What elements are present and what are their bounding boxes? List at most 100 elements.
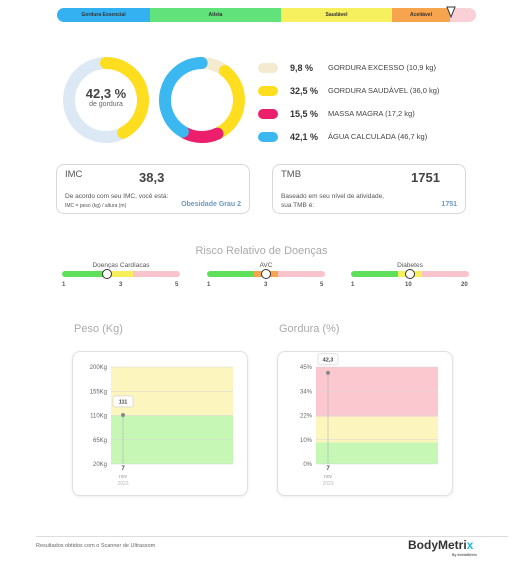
- x-tick-year: 2023: [322, 481, 333, 487]
- legend-swatch: [258, 108, 278, 119]
- imc-result: Obesidade Grau 2: [181, 201, 241, 208]
- legend-item: 32,5 % GORDURA SAUDÁVEL (36,0 kg): [258, 79, 488, 102]
- risk-tick-mid: 3: [119, 282, 123, 288]
- imc-formula: IMC = peso (kg) / altura (m): [65, 203, 127, 209]
- tmb-result: 1751: [441, 201, 457, 208]
- risk-name: Diabetes: [397, 262, 423, 269]
- risk-tick-min: 1: [207, 282, 211, 288]
- x-tick-month: nov: [324, 474, 333, 480]
- class-aceitavel: Aceitável: [392, 8, 450, 22]
- footer-divider: [36, 536, 508, 537]
- imc-description: De acordo com seu IMC, você está:: [65, 193, 169, 200]
- legend-item: 42,1 % ÁGUA CALCULADA (46,7 kg): [258, 125, 488, 148]
- imc-card: IMC 38,3 De acordo com seu IMC, você est…: [56, 164, 250, 214]
- risk-diabetes: Diabetes 1 10 20: [351, 262, 469, 292]
- legend-label: ÁGUA CALCULADA (46,7 kg): [328, 132, 428, 141]
- y-tick-label: 20Kg: [93, 462, 107, 468]
- tmb-card: TMB 1751 Baseado em seu nível de ativida…: [272, 164, 466, 214]
- y-tick-label: 110Kg: [90, 414, 107, 420]
- logo-x: x: [466, 538, 474, 552]
- y-tick-label: 10%: [300, 438, 313, 444]
- risk-tick-min: 1: [351, 282, 355, 288]
- fat-chart: 45% 34% 22% 10% 0% 42,3 7 nov 2023: [277, 351, 453, 496]
- x-tick-day: 7: [121, 465, 125, 472]
- legend-label: MASSA MAGRA (17,2 kg): [328, 109, 415, 118]
- point-label: 111: [119, 399, 128, 405]
- x-tick-month: nov: [119, 474, 128, 480]
- body-fat-label: 42,3 % de gordura: [62, 86, 150, 108]
- risk-name: AVC: [259, 262, 273, 269]
- legend-pct: 42,1 %: [290, 131, 319, 142]
- weight-chart: 200Kg 155Kg 110Kg 65Kg 20Kg 111 7 nov 2023: [72, 351, 248, 496]
- data-point: [326, 370, 330, 375]
- legend-swatch: [258, 131, 278, 142]
- footer-text: Resultados obtidos com o Scanner de Ultr…: [36, 543, 156, 549]
- tmb-description-2: sua TMB é:: [281, 202, 315, 209]
- bodymetrix-logo: BodyMetrix: [408, 538, 473, 552]
- y-tick-label: 45%: [300, 365, 313, 371]
- body-fat-value: 42,3 %: [85, 86, 127, 101]
- legend-label: GORDURA SAUDÁVEL (36,0 kg): [328, 86, 440, 95]
- logo-subtitle: By IntelaMetrix: [452, 553, 477, 557]
- legend-swatch: [258, 62, 278, 73]
- donut-slice: [178, 126, 224, 143]
- y-tick-label: 200Kg: [90, 365, 107, 371]
- risk-section-title: Risco Relativo de Doenças: [195, 245, 328, 257]
- legend-swatch: [258, 85, 278, 96]
- fat-chart-title: Gordura (%): [279, 323, 340, 335]
- chart-zone: [316, 416, 438, 443]
- y-tick-label: 65Kg: [93, 438, 107, 444]
- point-label-box: [317, 353, 339, 366]
- legend-item: 9,8 % GORDURA EXCESSO (10,9 kg): [258, 56, 488, 79]
- risk-tick-max: 5: [175, 282, 179, 288]
- y-tick-label: 22%: [300, 414, 313, 420]
- weight-chart-title: Peso (Kg): [74, 323, 123, 335]
- x-tick-day: 7: [326, 465, 330, 472]
- class-saudavel: Saudável: [281, 8, 392, 22]
- risk-bar: [62, 271, 180, 277]
- data-point: [121, 412, 125, 417]
- risk-stroke: AVC 1 3 5: [207, 262, 325, 292]
- legend-pct: 15,5 %: [290, 108, 319, 119]
- donut-slice: [213, 64, 245, 139]
- imc-value: 38,3: [139, 170, 165, 185]
- risk-name: Doenças Cardíacas: [92, 262, 150, 269]
- tmb-title: TMB: [281, 169, 302, 180]
- risk-knob: [102, 269, 112, 279]
- logo-main: BodyMetri: [408, 538, 467, 552]
- body-fat-donut: [63, 57, 149, 143]
- legend-label: GORDURA EXCESSO (10,9 kg): [328, 63, 436, 72]
- risk-knob: [261, 269, 271, 279]
- triangle-marker-icon: [446, 6, 456, 18]
- point-label-box: [112, 395, 134, 408]
- x-tick-year: 2023: [117, 481, 128, 487]
- risk-heart-disease: Doenças Cardíacas 1 3 5: [62, 262, 180, 292]
- legend-pct: 32,5 %: [290, 85, 319, 96]
- tmb-value: 1751: [411, 170, 440, 185]
- risk-tick-mid: 3: [264, 282, 268, 288]
- composition-legend: 9,8 % GORDURA EXCESSO (10,9 kg) 32,5 % G…: [258, 56, 488, 148]
- risk-tick-max: 20: [461, 282, 468, 288]
- class-obeso: Obeso: [450, 8, 476, 22]
- risk-tick-max: 5: [320, 282, 324, 288]
- risk-tick-min: 1: [62, 282, 66, 288]
- chart-zone: [316, 442, 438, 464]
- legend-pct: 9,8 %: [290, 62, 314, 73]
- body-fat-caption: de gordura: [89, 101, 123, 108]
- donut-fat-arc: [100, 57, 149, 139]
- body-fat-classification-bar: Gordura Essencial Atleta Saudável Aceitá…: [57, 8, 476, 22]
- legend-item: 15,5 % MASSA MAGRA (17,2 kg): [258, 102, 488, 125]
- chart-zone: [316, 367, 438, 417]
- y-tick-label: 34%: [300, 389, 313, 395]
- risk-tick-mid: 10: [405, 282, 412, 288]
- donut-slice: [159, 57, 208, 138]
- risk-knob: [405, 269, 415, 279]
- tmb-description: Baseado em seu nível de atividade,: [281, 193, 384, 200]
- imc-title: IMC: [65, 169, 83, 180]
- y-tick-label: 155Kg: [90, 389, 107, 395]
- class-atleta: Atleta: [150, 8, 281, 22]
- composition-donut: [159, 57, 245, 143]
- point-label: 42,3: [323, 357, 334, 363]
